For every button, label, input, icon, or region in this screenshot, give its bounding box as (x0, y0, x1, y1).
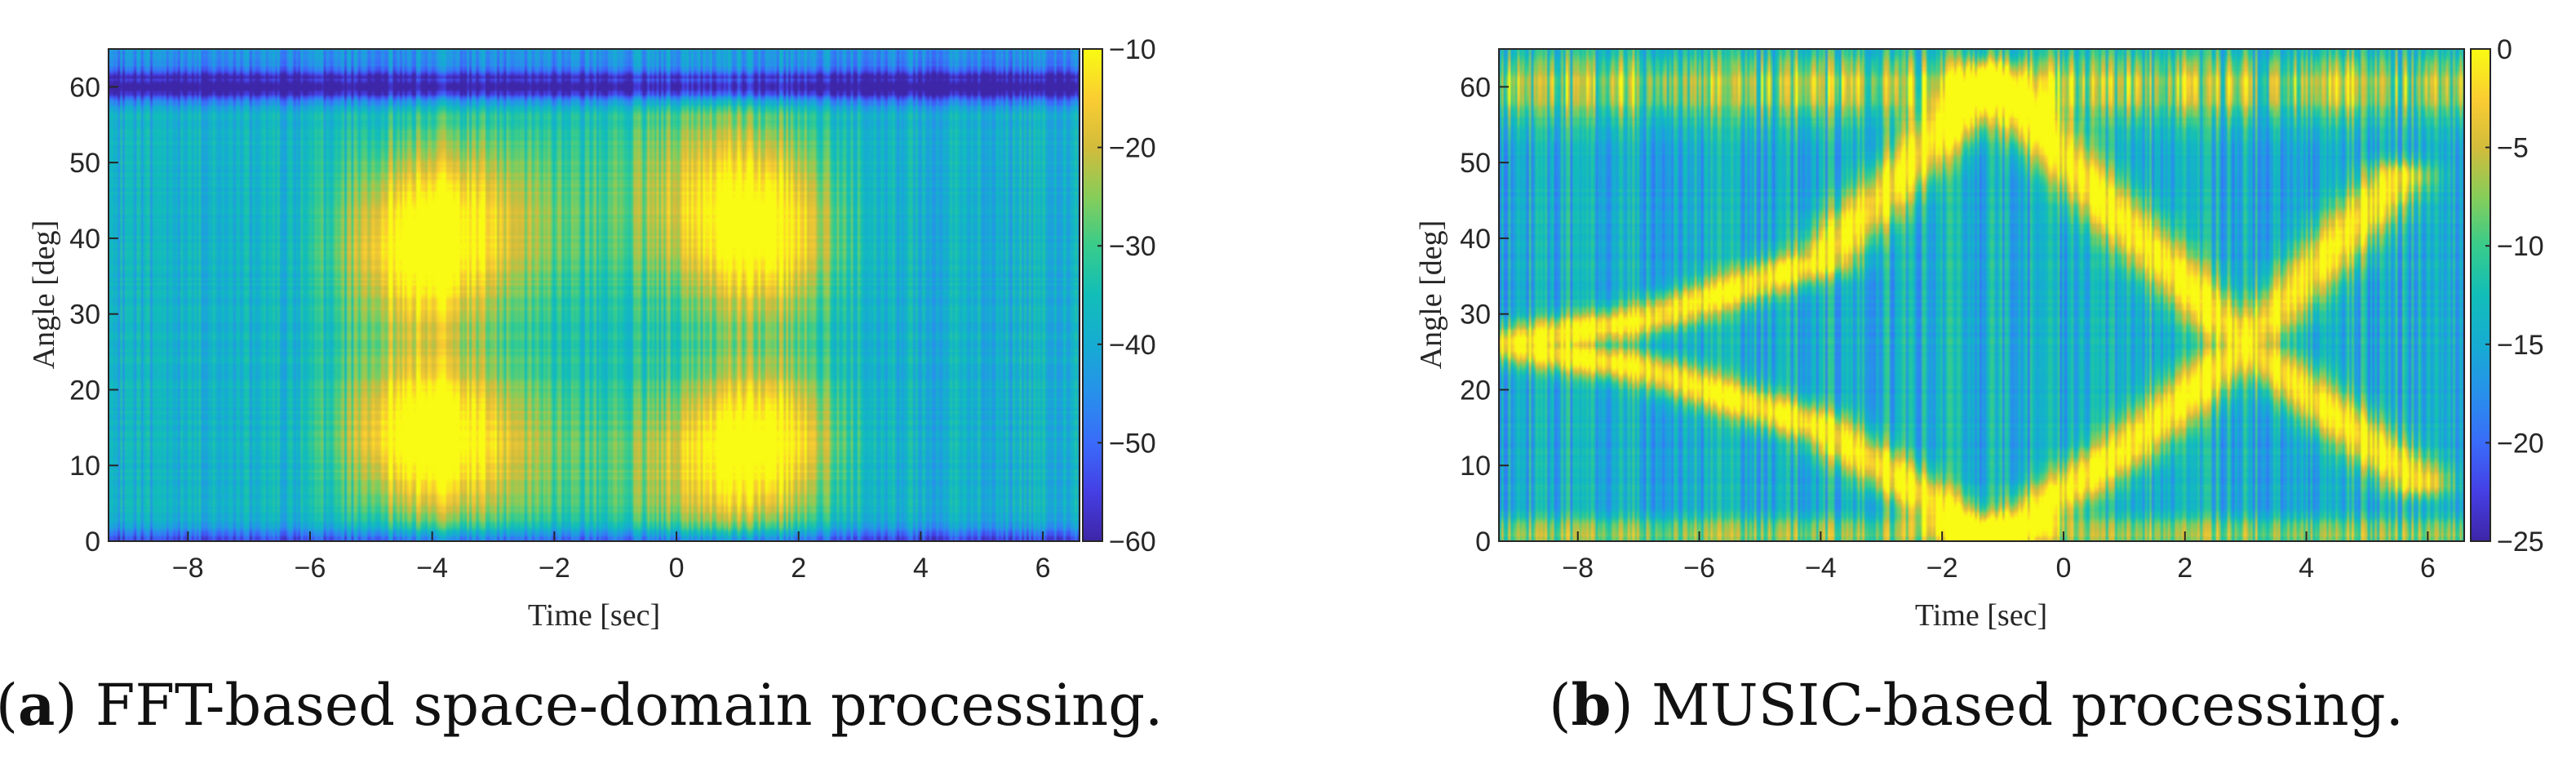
x-tick-label: 6 (1035, 553, 1051, 584)
panel-a-y-ticks: 0 10 20 30 40 50 60 (69, 72, 118, 558)
x-tick-label: 4 (913, 553, 929, 584)
x-tick-label: 0 (2055, 553, 2071, 584)
x-tick-label: −8 (1562, 553, 1594, 584)
y-tick-label: 30 (1460, 300, 1491, 331)
panel-a-colorbar-frame (1082, 48, 1103, 542)
panel-a-x-axis-label: Time [sec] (528, 598, 660, 633)
panel-a-colorbar (1083, 49, 1102, 541)
colorbar-tick-label: −15 (2497, 330, 2544, 361)
x-tick-label: −6 (295, 553, 326, 584)
x-tick-label: −4 (416, 553, 448, 584)
colorbar-tick-label: −20 (1109, 133, 1156, 164)
panel-a-heatmap (109, 49, 1080, 541)
colorbar-tick-label: −5 (2497, 133, 2529, 164)
y-tick-label: 20 (69, 375, 100, 406)
colorbar-tick-label: −60 (1109, 526, 1156, 558)
colorbar-tick-label: 0 (2497, 34, 2512, 65)
y-tick-label: 30 (69, 300, 100, 331)
x-tick-label: −8 (172, 553, 204, 584)
x-tick-label: 2 (2177, 553, 2192, 584)
x-tick-label: 6 (2420, 553, 2436, 584)
panel-b-x-axis-label: Time [sec] (1915, 598, 2047, 633)
x-tick-label: 4 (2299, 553, 2314, 584)
panel-b-caption-letter: b (1571, 671, 1611, 739)
panel-a-y-axis-label: Angle [deg] (27, 220, 61, 370)
x-tick-label: 0 (669, 553, 685, 584)
colorbar-tick-label: −40 (1109, 330, 1156, 361)
x-tick-label: −2 (1926, 553, 1958, 584)
y-tick-label: 60 (1460, 72, 1491, 103)
y-tick-label: 0 (85, 526, 100, 558)
y-tick-label: 50 (69, 148, 100, 179)
panel-a-x-ticks: −8 −6 −4 −2 0 2 4 6 (172, 531, 1051, 584)
y-tick-label: 50 (1460, 148, 1491, 179)
panel-b-colorbar-ticks: 0 −5 −10 −15 −20 −25 (2485, 34, 2544, 558)
colorbar-tick-label: −10 (1109, 34, 1156, 65)
panel-a-caption: (a) FFT-based space-domain processing. (0, 671, 1163, 739)
y-tick-label: 60 (69, 72, 100, 103)
panel-b-caption: (b) MUSIC-based processing. (1549, 671, 2404, 739)
colorbar-tick-label: −20 (2497, 428, 2544, 459)
y-tick-label: 20 (1460, 375, 1491, 406)
x-tick-label: −4 (1805, 553, 1837, 584)
panel-b-y-axis-label: Angle [deg] (1414, 220, 1448, 370)
y-tick-label: 10 (69, 451, 100, 482)
colorbar-tick-label: −25 (2497, 526, 2544, 558)
x-tick-label: 2 (791, 553, 806, 584)
y-tick-label: 40 (1460, 224, 1491, 255)
y-tick-label: 10 (1460, 451, 1491, 482)
y-tick-label: 40 (69, 224, 100, 255)
panel-b-caption-text: MUSIC-based processing. (1652, 672, 2404, 739)
colorbar-tick-label: −30 (1109, 231, 1156, 262)
panel-b-colorbar (2471, 49, 2490, 541)
panel-a-caption-letter: a (18, 671, 55, 739)
panel-a-colorbar-ticks: −10 −20 −30 −40 −50 −60 (1097, 34, 1156, 558)
colorbar-tick-label: −50 (1109, 428, 1156, 459)
panel-a-caption-text: FFT-based space-domain processing. (95, 672, 1163, 739)
x-tick-label: −6 (1683, 553, 1715, 584)
panel-a-plot-frame (108, 48, 1080, 542)
panel-b-y-ticks: 0 10 20 30 40 50 60 (1460, 72, 1509, 558)
panel-b-plot-frame (1498, 48, 2465, 542)
panel-b-colorbar-frame (2470, 48, 2491, 542)
x-tick-label: −2 (539, 553, 570, 584)
y-tick-label: 0 (1475, 526, 1491, 558)
colorbar-tick-label: −10 (2497, 231, 2544, 262)
panel-b-x-ticks: −8 −6 −4 −2 0 2 4 6 (1562, 531, 2436, 584)
panel-b-heatmap (1499, 49, 2464, 541)
